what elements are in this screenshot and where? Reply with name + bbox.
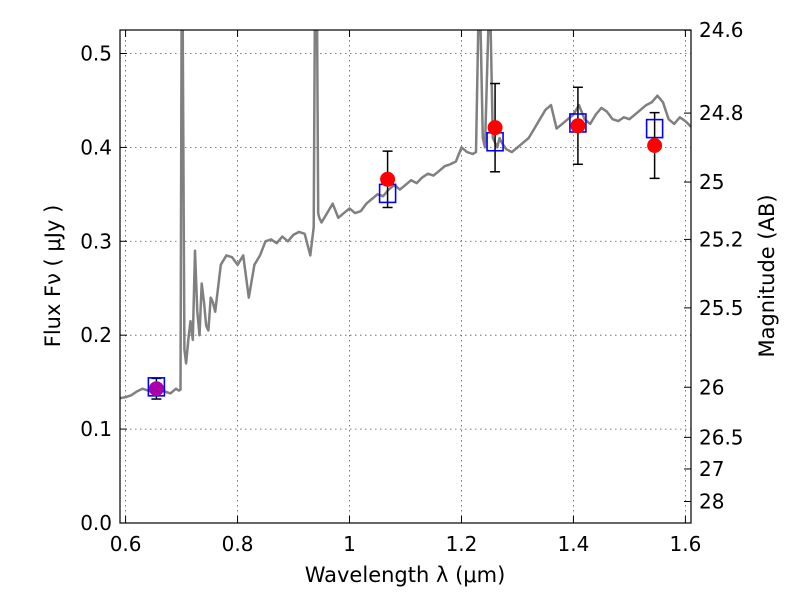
x-tick-label: 1.6: [669, 532, 701, 556]
x-axis-ticks: 0.6 0.8 1 1.2 1.4 1.6: [110, 30, 701, 556]
observed-point: [570, 118, 586, 134]
observed-point: [487, 120, 503, 136]
magnitude-tick-label: 26.5: [699, 425, 744, 449]
y-tick-label: 0.5: [80, 41, 112, 65]
observed-point: [148, 381, 164, 397]
x-tick-label: 0.8: [222, 532, 254, 556]
x-tick-label: 1.2: [446, 532, 478, 556]
magnitude-tick-label: 25: [699, 170, 724, 194]
x-axis-label: Wavelength λ (μm): [305, 563, 506, 587]
magnitude-tick-label: 24.6: [699, 18, 744, 42]
x-tick-label: 0.6: [110, 532, 142, 556]
grid: [120, 30, 691, 523]
right-axis-label: Magnitude (AB): [755, 194, 779, 357]
plot-frame: [119, 29, 692, 524]
y-tick-label: 0.1: [80, 417, 112, 441]
observed-point: [647, 138, 663, 154]
magnitude-tick-label: 27: [699, 457, 724, 481]
magnitude-tick-label: 25.5: [699, 296, 744, 320]
y-tick-label: 0.4: [80, 135, 112, 159]
y-tick-label: 0.3: [80, 229, 112, 253]
y-axis-label: Flux Fν ( μJy ): [41, 205, 65, 348]
magnitude-tick-label: 26: [699, 375, 724, 399]
y-tick-label: 0.2: [80, 323, 112, 347]
magnitude-tick-label: 28: [699, 489, 724, 513]
observed-points: [148, 118, 663, 397]
x-tick-label: 1: [343, 532, 356, 556]
observed-point: [380, 171, 396, 187]
y-tick-label: 0.0: [80, 511, 112, 535]
sed-line: [120, 30, 691, 400]
x-tick-label: 1.4: [558, 532, 590, 556]
y-axis-ticks: 0.0 0.1 0.2 0.3 0.4 0.5: [80, 41, 127, 535]
magnitude-tick-label: 24.8: [699, 101, 744, 125]
model-point: [645, 118, 664, 139]
magnitude-axis-ticks: 24.6 24.8 25 25.2 25.5 26 26.5 27 28: [684, 18, 744, 513]
magnitude-tick-label: 25.2: [699, 227, 744, 251]
